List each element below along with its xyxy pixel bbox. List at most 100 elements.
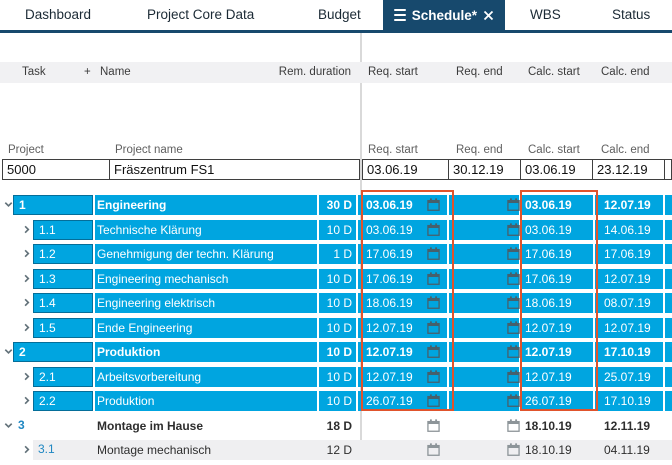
task-number-cell[interactable]: 2.1	[33, 366, 93, 387]
task-name-cell[interactable]: Technische Klärung	[97, 222, 202, 237]
task-name-cell[interactable]: Produktion	[97, 394, 155, 408]
calendar-icon[interactable]	[507, 247, 520, 260]
task-number-cell[interactable]: 1.5	[33, 317, 93, 338]
req-start-cell[interactable]: 12.07.19	[366, 345, 413, 359]
project-req-start-field[interactable]: 03.06.19	[362, 159, 449, 180]
chevron-right-icon[interactable]	[21, 248, 32, 259]
chevron-right-icon[interactable]	[21, 273, 32, 284]
calc-start-cell: 18.06.19	[525, 296, 572, 310]
task-name-cell[interactable]: Engineering mechanisch	[97, 271, 229, 286]
task-number-cell[interactable]: 1.2	[33, 244, 93, 264]
column-header-calc-start: Calc. start	[528, 66, 580, 78]
calendar-icon[interactable]	[427, 271, 440, 285]
calendar-icon[interactable]	[427, 247, 440, 260]
chevron-right-icon[interactable]	[21, 224, 32, 235]
task-number-cell[interactable]: 1	[13, 195, 93, 215]
calc-end-cell: 12.07.19	[604, 320, 651, 335]
project-calc-start-field[interactable]: 03.06.19	[520, 159, 593, 180]
chevron-down-icon[interactable]	[3, 199, 14, 210]
task-number-cell[interactable]: 1.1	[33, 219, 93, 240]
task-duration-cell[interactable]: 12 D	[326, 443, 352, 457]
task-name-cell[interactable]: Genehmigung der techn. Klärung	[97, 247, 274, 261]
tab-project-core-data[interactable]: Project Core Data	[147, 7, 255, 22]
task-duration-cell[interactable]: 10 D	[326, 394, 352, 408]
req-start-cell[interactable]: 17.06.19	[366, 247, 413, 261]
chevron-right-icon[interactable]	[21, 297, 32, 308]
task-duration-cell[interactable]: 10 D	[326, 222, 352, 237]
calendar-icon[interactable]	[507, 222, 520, 236]
close-icon[interactable]	[483, 10, 494, 21]
tab-status[interactable]: Status	[612, 7, 651, 22]
calendar-icon[interactable]	[507, 345, 520, 358]
calc-start-cell: 12.07.19	[525, 369, 572, 384]
project-id-field[interactable]: 5000	[2, 159, 110, 180]
task-duration-cell[interactable]: 10 D	[326, 296, 352, 310]
tab-wbs[interactable]: WBS	[530, 7, 561, 22]
calendar-icon[interactable]	[507, 198, 520, 211]
chevron-down-icon[interactable]	[3, 420, 14, 431]
req-start-cell[interactable]: 12.07.19	[366, 320, 413, 335]
chevron-right-icon[interactable]	[21, 371, 32, 382]
req-start-cell[interactable]	[366, 416, 424, 436]
calendar-icon[interactable]	[427, 320, 440, 334]
calendar-icon[interactable]	[427, 222, 440, 236]
menu-icon[interactable]	[394, 8, 406, 22]
task-number-cell[interactable]: 3.1	[38, 442, 55, 456]
calendar-icon[interactable]	[427, 369, 440, 383]
calc-end-cell: 04.11.19	[604, 443, 650, 457]
calendar-icon[interactable]	[427, 296, 440, 309]
req-start-cell[interactable]: 26.07.19	[366, 394, 413, 408]
chevron-down-icon[interactable]	[3, 346, 14, 357]
task-name-cell[interactable]: Montage mechanisch	[97, 443, 212, 457]
tab-schedule[interactable]: Schedule*	[383, 0, 505, 30]
task-name-cell[interactable]: Ende Engineering	[97, 320, 193, 335]
req-start-cell[interactable]: 03.06.19	[366, 198, 413, 212]
tab-budget[interactable]: Budget	[318, 7, 361, 22]
calendar-icon[interactable]	[507, 320, 520, 334]
task-duration-cell[interactable]: 10 D	[326, 369, 352, 384]
calendar-icon[interactable]	[427, 198, 440, 211]
task-duration-cell[interactable]: 10 D	[326, 320, 352, 335]
task-name-cell[interactable]: Montage im Hause	[97, 418, 204, 433]
task-duration-cell[interactable]: 18 D	[326, 418, 352, 433]
task-duration-cell[interactable]: 30 D	[326, 198, 352, 212]
calendar-icon[interactable]	[427, 394, 440, 407]
task-duration-cell[interactable]: 1 D	[333, 247, 352, 261]
req-start-cell[interactable]: 18.06.19	[366, 296, 413, 310]
calendar-icon[interactable]	[507, 418, 520, 432]
calendar-icon[interactable]	[507, 296, 520, 309]
calc-end-cell: 14.06.19	[604, 222, 651, 237]
project-calc-end-field[interactable]: 23.12.19	[592, 159, 665, 180]
chevron-right-icon[interactable]	[21, 322, 32, 333]
task-row: 1 Engineering 30 D 03.06.19 03.06.19 12.…	[0, 195, 672, 215]
task-name-cell[interactable]: Arbeitsvorbereitung	[97, 369, 202, 384]
req-start-cell[interactable]: 12.07.19	[366, 369, 413, 384]
task-number-cell[interactable]: 1.3	[33, 268, 93, 289]
calendar-icon[interactable]	[427, 443, 440, 456]
calendar-icon[interactable]	[507, 271, 520, 285]
task-number-cell[interactable]: 2	[13, 342, 93, 362]
calendar-icon[interactable]	[507, 443, 520, 456]
task-name-cell[interactable]: Produktion	[97, 345, 161, 359]
task-number-cell[interactable]: 1.4	[33, 293, 93, 313]
task-name-cell[interactable]: Engineering	[97, 198, 167, 212]
task-duration-cell[interactable]: 10 D	[326, 271, 352, 286]
calc-end-cell: 12.07.19	[604, 198, 651, 212]
chevron-right-icon[interactable]	[21, 444, 32, 455]
project-req-end-field[interactable]: 30.12.19	[448, 159, 521, 180]
req-start-cell[interactable]	[366, 440, 424, 460]
calendar-icon[interactable]	[507, 369, 520, 383]
add-column-button[interactable]: +	[84, 66, 91, 78]
calendar-icon[interactable]	[507, 394, 520, 407]
req-start-cell[interactable]: 03.06.19	[366, 222, 413, 237]
task-name-cell[interactable]: Engineering elektrisch	[97, 296, 216, 310]
calendar-icon[interactable]	[427, 418, 440, 432]
calendar-icon[interactable]	[427, 345, 440, 358]
chevron-right-icon[interactable]	[21, 395, 32, 406]
task-duration-cell[interactable]: 10 D	[326, 345, 352, 359]
req-start-cell[interactable]: 17.06.19	[366, 271, 413, 286]
task-number-cell[interactable]: 2.2	[33, 391, 93, 411]
task-number-cell[interactable]: 3	[18, 417, 25, 432]
tab-dashboard[interactable]: Dashboard	[25, 7, 92, 22]
project-name-field[interactable]: Fräszentrum FS1	[109, 159, 360, 180]
